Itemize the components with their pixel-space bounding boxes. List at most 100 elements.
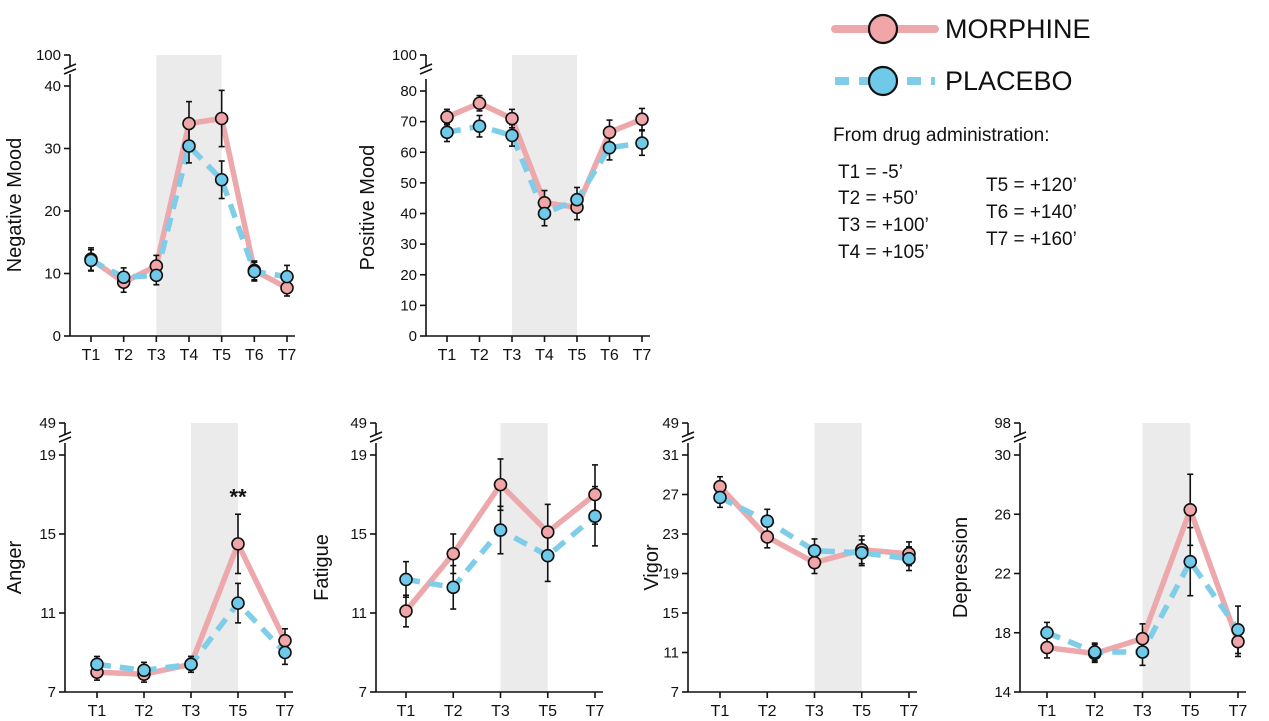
x-tick-label: T7 (1229, 703, 1248, 720)
y-tick-label: 80 (400, 83, 417, 100)
x-tick-label: T2 (444, 703, 463, 720)
x-tick-label: T1 (711, 703, 730, 720)
timing-item-t7: T7 = +160’ (986, 229, 1077, 250)
x-tick-label: T6 (245, 347, 264, 364)
y-tick-label: 10 (44, 266, 61, 283)
axis-break-label: 49 (350, 415, 367, 432)
y-tick-label: 26 (994, 506, 1011, 523)
axis-break-label: 98 (994, 415, 1011, 432)
x-tick-label: T7 (278, 347, 297, 364)
morphine-data-point (1135, 631, 1150, 646)
x-tick-label: T2 (135, 703, 154, 720)
x-tick-label: T3 (503, 347, 522, 364)
x-tick-label: T2 (758, 703, 777, 720)
placebo-data-point (446, 580, 461, 595)
placebo-data-point (540, 548, 555, 563)
x-tick-label: T1 (88, 703, 107, 720)
timing-info: From drug administration: T1 = -5’ T2 = … (833, 125, 1077, 263)
x-tick-label: T3 (182, 703, 201, 720)
y-tick-label: 7 (48, 684, 56, 701)
y-tick-label: 23 (662, 526, 679, 543)
x-tick-label: T3 (147, 347, 166, 364)
axis-break-mark (681, 431, 695, 438)
y-tick-label: 40 (44, 78, 61, 95)
placebo-data-point (493, 523, 508, 537)
morphine-data-point (399, 604, 413, 618)
morphine-data-point (1183, 503, 1198, 517)
placebo-data-point (84, 253, 98, 268)
placebo-data-point (440, 125, 454, 140)
x-tick-label: T3 (1133, 703, 1152, 720)
x-tick-label: T5 (212, 347, 231, 364)
chart-panel-3: 49 7 11 15 19 T1 T2 T3 T5 T7 Anger ** (4, 415, 294, 720)
axis-break-mark (63, 68, 77, 75)
x-tick-label: T5 (1181, 703, 1200, 720)
y-tick-label: 60 (400, 144, 417, 161)
x-tick-label: T1 (82, 347, 101, 364)
y-tick-label: 11 (351, 605, 367, 622)
x-tick-label: T4 (180, 347, 199, 364)
x-tick-label: T7 (586, 703, 605, 720)
timing-item-t4: T4 = +105’ (838, 242, 929, 263)
placebo-data-point (247, 264, 262, 279)
morphine-data-point (602, 125, 617, 140)
y-tick-label: 11 (663, 645, 679, 662)
shaded-period (1142, 423, 1191, 692)
y-tick-label: 19 (662, 566, 679, 583)
y-axis-label: Vigor (641, 544, 663, 591)
axis-break-label: 100 (36, 47, 61, 64)
axis-break-mark (58, 436, 72, 443)
placebo-data-point (807, 543, 822, 558)
axis-break-mark (369, 431, 383, 438)
placebo-data-point (184, 657, 198, 672)
y-tick-label: 14 (994, 684, 1011, 701)
axis-break-mark (1013, 431, 1027, 438)
morphine-data-point (182, 116, 196, 131)
y-tick-label: 18 (994, 625, 1011, 642)
morphine-data-point (505, 111, 519, 126)
morphine-data-point (588, 487, 602, 502)
placebo-data-point (713, 490, 727, 505)
x-tick-label: T1 (1038, 703, 1057, 720)
y-tick-label: 11 (40, 605, 56, 622)
x-tick-label: T5 (568, 347, 587, 364)
shaded-period (156, 55, 222, 336)
y-axis-label: Fatigue (311, 534, 333, 601)
y-tick-label: 19 (350, 447, 367, 464)
legend: MORPHINE PLACEBO (831, 13, 1091, 97)
x-tick-label: T7 (276, 703, 295, 720)
chart-panel-2: 100 0 10 20 30 40 50 60 70 80 T1 T2 T3 T4 T5 T6 T7 Positi… (357, 47, 651, 364)
legend-morphine-label: MORPHINE (945, 14, 1091, 44)
timing-item-t2: T2 = +50’ (838, 188, 918, 209)
placebo-data-point (137, 663, 151, 678)
placebo-data-point (1087, 645, 1102, 659)
morphine-data-point (1040, 640, 1054, 655)
x-tick-label: T6 (600, 347, 619, 364)
placebo-data-point (635, 136, 649, 150)
morphine-data-point (635, 112, 649, 126)
y-tick-label: 15 (662, 605, 679, 622)
legend-morphine-marker (867, 13, 899, 45)
placebo-data-point (182, 139, 196, 153)
placebo-data-point (1040, 625, 1054, 640)
y-tick-label: 31 (662, 447, 679, 464)
placebo-data-point (602, 140, 617, 155)
axis-break-label: 100 (392, 47, 417, 64)
placebo-data-point (149, 268, 164, 283)
x-tick-label: T2 (114, 347, 133, 364)
y-tick-label: 30 (44, 141, 61, 158)
morphine-data-point (278, 633, 292, 648)
placebo-data-point (214, 172, 229, 187)
y-tick-label: 0 (409, 328, 417, 345)
placebo-data-point (116, 270, 131, 285)
timing-item-t1: T1 = -5’ (838, 162, 903, 183)
axis-break-label: 49 (39, 415, 56, 432)
chart-panel-1: 100 0 10 20 30 40 T1 T2 T3 T4 T5 T6 T7 Negative Mood (4, 47, 296, 364)
morphine-data-point (446, 546, 461, 561)
y-tick-label: 7 (359, 684, 367, 701)
placebo-data-point (90, 657, 104, 672)
y-tick-label: 15 (350, 526, 367, 543)
y-axis-label: Positive Mood (357, 145, 379, 271)
y-tick-label: 22 (994, 566, 1011, 583)
x-tick-label: T4 (535, 347, 554, 364)
